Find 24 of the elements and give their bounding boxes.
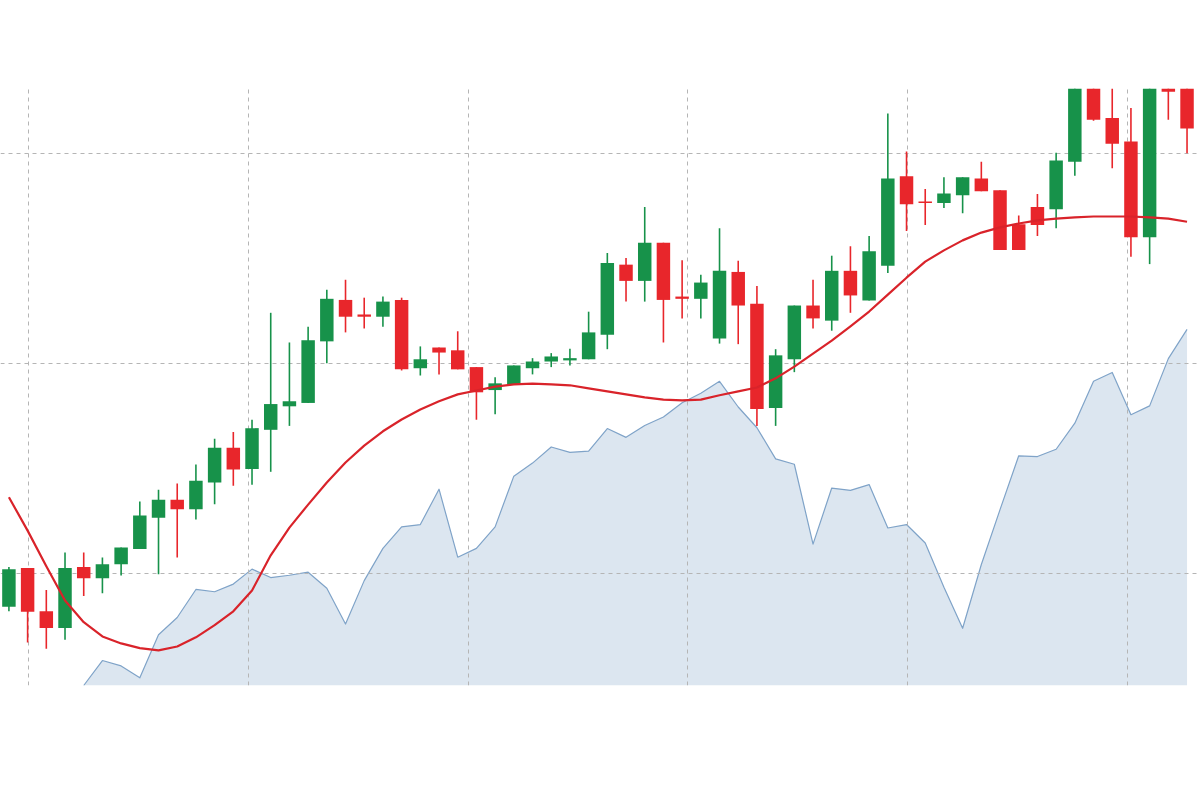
candlestick <box>563 347 577 367</box>
candlestick <box>76 551 91 597</box>
candlestick <box>151 488 166 576</box>
candlestick <box>675 259 689 320</box>
candlestick <box>955 176 970 214</box>
candlestick <box>282 341 297 427</box>
candlestick <box>338 278 353 334</box>
candlestick <box>619 257 633 303</box>
candlestick <box>413 345 428 377</box>
candlestick <box>918 188 932 226</box>
candlestick <box>974 160 989 193</box>
candlestick <box>432 346 446 376</box>
candlestick <box>694 273 708 320</box>
candlestick <box>450 330 465 371</box>
candlestick <box>806 278 820 330</box>
candlestick <box>170 482 184 559</box>
candlestick <box>95 556 110 595</box>
candlestick <box>376 295 390 328</box>
candlestick <box>39 589 54 650</box>
candlestick <box>226 431 241 487</box>
candlestick <box>1161 88 1176 121</box>
candlestick <box>357 296 371 330</box>
candlestick <box>937 176 951 209</box>
candlestick <box>114 546 128 577</box>
